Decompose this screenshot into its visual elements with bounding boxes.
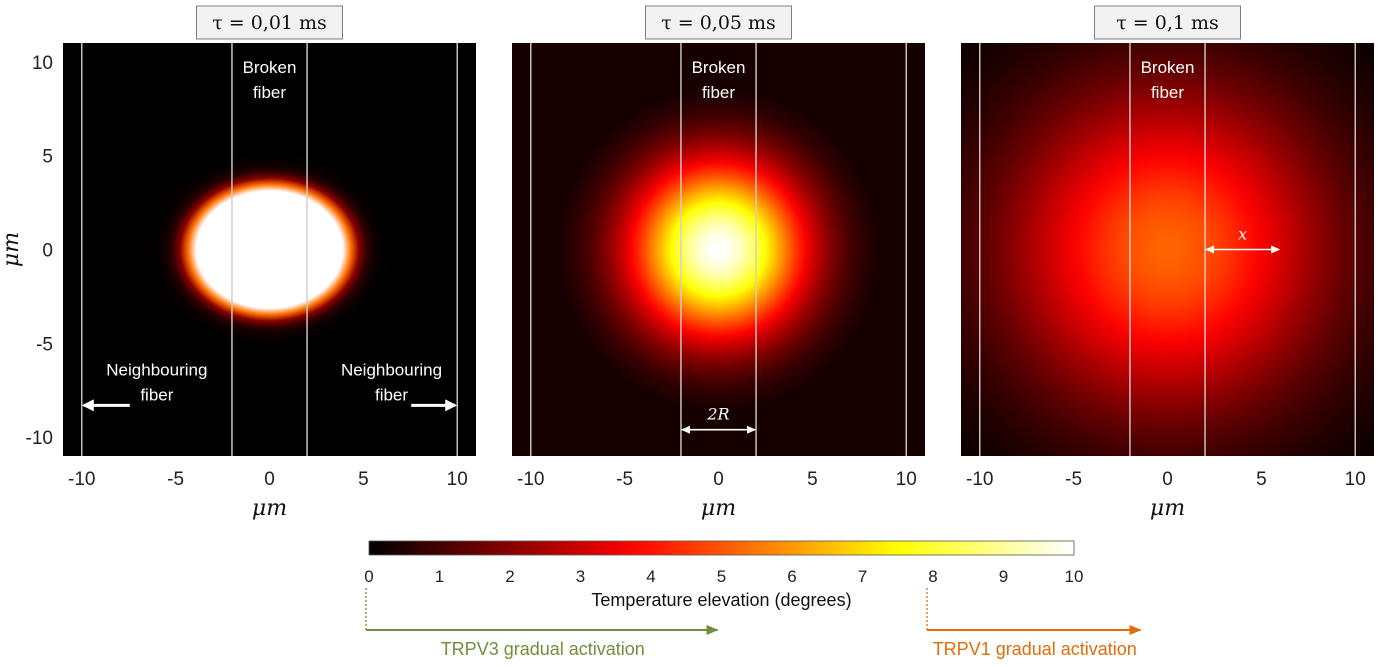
x-axis-label: μm (252, 496, 287, 521)
temperature-field (961, 43, 1374, 456)
panel-1: τ = 0,01 ms -10 -5 0 5 10 μm 10 5 0 -5 -10 μm Broken f… (0, 5, 476, 521)
x-axis-label: μm (1150, 496, 1185, 521)
x-tick-label: 5 (1256, 469, 1267, 490)
colorbar-tick-label: 2 (505, 567, 514, 586)
x-tick-label: -5 (1065, 469, 1082, 490)
fiber-label: fiber (375, 385, 408, 404)
dimension-label: 2R (706, 405, 729, 424)
fiber-label: Broken (692, 58, 746, 77)
x-tick-label: 10 (447, 469, 468, 490)
panel-title-box (1094, 5, 1241, 40)
fiber-label: Neighbouring (341, 360, 442, 379)
fiber-label: Neighbouring (106, 360, 207, 379)
panel-2: τ = 0,05 ms -10 -5 0 5 10 μm Broken fiber 2R (512, 5, 925, 521)
x-tick-label: -10 (517, 469, 544, 490)
panel-title: τ = 0,05 ms (661, 12, 776, 34)
x-tick-label: 10 (1345, 469, 1366, 490)
y-tick-label: 5 (42, 147, 53, 168)
x-tick-label: -5 (616, 469, 633, 490)
activation-label: TRPV1 gradual activation (933, 639, 1137, 659)
colorbar-tick-label: 3 (576, 567, 585, 586)
activation-label: TRPV3 gradual activation (441, 639, 645, 659)
colorbar-tick-label: 10 (1065, 567, 1084, 586)
colorbar-tick-label: 7 (858, 567, 867, 586)
x-tick-label: -5 (167, 469, 184, 490)
x-tick-label: 0 (1162, 469, 1173, 490)
temperature-field (512, 43, 925, 456)
fiber-label: Broken (1141, 58, 1195, 77)
y-tick-label: 10 (32, 53, 53, 74)
panels: τ = 0,01 ms -10 -5 0 5 10 μm 10 5 0 -5 -10 μm Broken f… (0, 5, 1374, 521)
colorbar: 0 1 2 3 4 5 6 7 8 9 10 Temperature elevation (degre… (364, 540, 1084, 610)
x-tick-label: -10 (966, 469, 993, 490)
panel-title: τ = 0,1 ms (1116, 12, 1219, 34)
y-tick-label: -5 (36, 334, 53, 355)
fiber-label: fiber (1151, 83, 1184, 102)
panel-title-box (196, 5, 343, 40)
x-tick-label: 5 (358, 469, 369, 490)
colorbar-bar (368, 540, 1075, 556)
colorbar-label: Temperature elevation (degrees) (591, 590, 851, 610)
colorbar-tick-label: 1 (435, 567, 444, 586)
x-tick-label: 0 (713, 469, 724, 490)
panel-title-box (645, 5, 792, 40)
x-tick-label: 0 (264, 469, 275, 490)
dimension-label: x (1238, 225, 1247, 244)
x-tick-label: -10 (68, 469, 95, 490)
colorbar-tick-label: 9 (999, 567, 1008, 586)
x-tick-label: 5 (807, 469, 818, 490)
x-tick-label: 10 (896, 469, 917, 490)
y-tick-label: 0 (42, 241, 53, 262)
fiber-label: fiber (140, 385, 173, 404)
panel-title: τ = 0,01 ms (212, 12, 327, 34)
colorbar-tick-label: 4 (646, 567, 655, 586)
activation-arrows: TRPV3 gradual activation TRPV1 gradual ac… (365, 588, 1142, 659)
colorbar-tick-label: 5 (717, 567, 726, 586)
colorbar-tick-label: 0 (364, 567, 373, 586)
fiber-label: fiber (253, 83, 286, 102)
x-axis-label: μm (701, 496, 736, 521)
colorbar-tick-label: 6 (787, 567, 796, 586)
y-axis-label: μm (0, 232, 24, 267)
y-tick-label: -10 (26, 428, 53, 449)
colorbar-tick-label: 8 (928, 567, 937, 586)
panel-3: τ = 0,1 ms -10 -5 0 5 10 μm Broken fiber x (961, 5, 1374, 521)
fiber-label: fiber (702, 83, 735, 102)
temperature-field (63, 43, 476, 456)
fiber-label: Broken (243, 58, 297, 77)
